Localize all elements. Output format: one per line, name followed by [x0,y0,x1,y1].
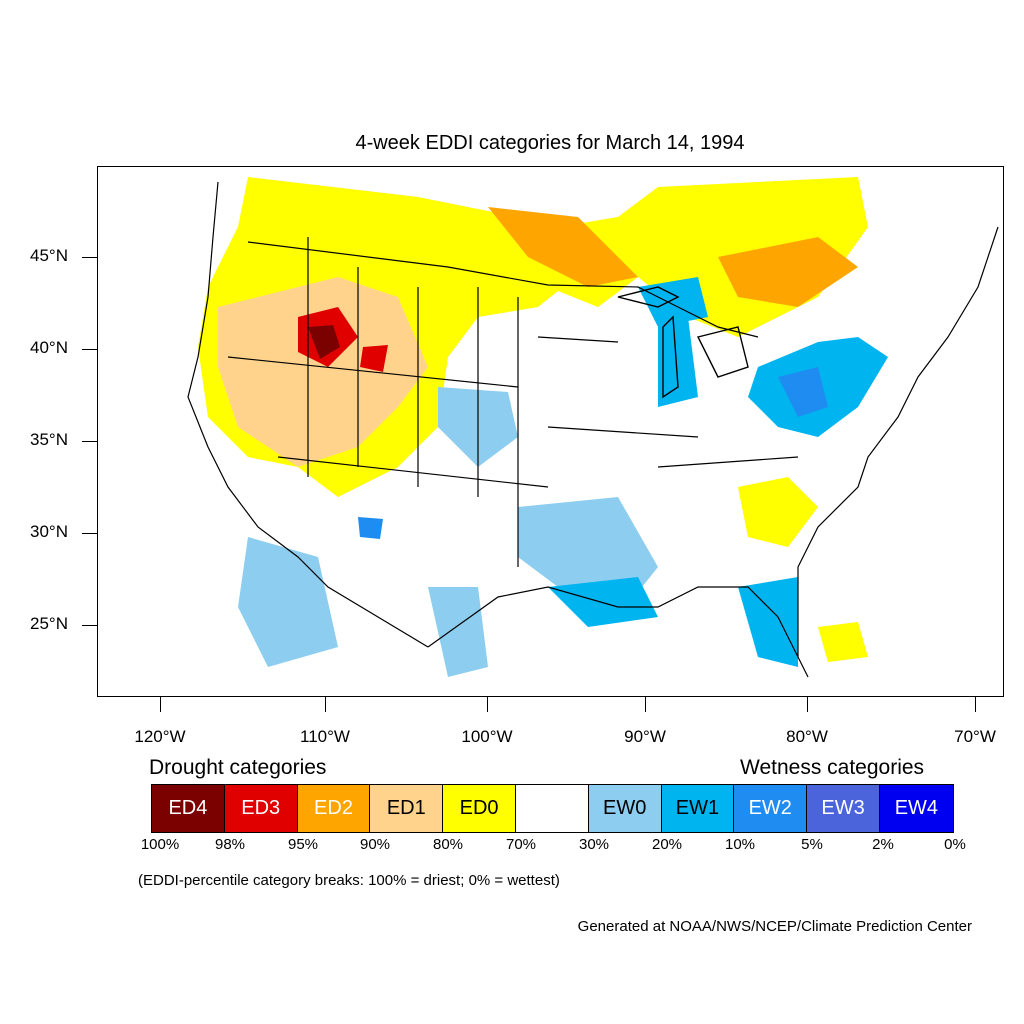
map-title: 4-week EDDI categories for March 14, 199… [355,132,745,154]
legend-cell-ed3: ED3 [224,785,298,832]
lon-label: 80°W [786,727,828,746]
legend-label: ED0 [459,797,499,819]
legend-label: EW4 [894,797,939,819]
lon-label: 120°W [134,727,186,746]
legend-label: EW1 [675,797,720,819]
legend-label: ED1 [386,797,426,819]
eddi-map [187,177,999,678]
lat-tick [82,441,97,442]
lat-tick [82,625,97,626]
lon-label: 70°W [954,727,996,746]
lon-tick [975,697,976,712]
break-label: 100% [140,836,180,853]
break-label: 80% [432,836,464,853]
lakes [617,286,749,399]
drought-regions [198,177,868,662]
lon-label: 100°W [461,727,513,746]
lat-tick [82,533,97,534]
boundaries [187,181,999,678]
lon-tick [160,697,161,712]
lon-label: 110°W [300,727,350,746]
legend-cell-ew3: EW3 [807,785,880,832]
lat-label: 40°N [30,338,68,357]
break-label: 0% [944,836,966,853]
break-label: 70% [505,836,537,853]
lat-tick [82,257,97,258]
legend-cell-ed1: ED1 [370,785,444,832]
legend-label: EW3 [821,797,865,819]
lat-label: 35°N [30,430,68,449]
category-legend: ED4 ED3 ED2 ED1 ED0 EW0 EW1 EW2 EW3 EW4 [151,784,954,833]
drought-heading: Drought categories [149,756,327,779]
map-frame [97,166,1004,697]
legend-label: ED2 [314,797,353,819]
lat-label: 45°N [30,246,68,265]
category-note: (EDDI-percentile category breaks: 100% =… [138,872,560,889]
legend-label: EW2 [748,797,792,819]
lon-tick [807,697,808,712]
lat-tick [82,349,97,350]
credit-line: Generated at NOAA/NWS/NCEP/Climate Predi… [577,918,972,935]
legend-cell-ed2: ED2 [297,785,371,832]
legend-cell-ew1: EW1 [661,785,735,832]
break-label: 20% [651,836,683,853]
break-label: 98% [214,836,246,853]
break-label: 90% [359,836,391,853]
break-label: 30% [578,836,610,853]
legend-cell-neutral [515,785,589,832]
legend-cell-ew2: EW2 [734,785,808,832]
lon-tick [325,697,326,712]
legend-cell-ed0: ED0 [443,785,516,832]
wetness-regions [238,277,888,677]
lat-label: 25°N [30,614,68,633]
wetness-heading: Wetness categories [740,756,925,779]
break-label: 10% [724,836,756,853]
break-label: 95% [287,836,319,853]
legend-label: ED4 [168,797,208,819]
break-label: 2% [872,836,894,853]
lon-tick [487,697,488,712]
break-label: 5% [801,836,823,853]
lon-label: 90°W [624,727,666,746]
legend-label: ED3 [241,797,281,819]
legend-label: EW0 [603,797,647,819]
lat-label: 30°N [30,522,68,541]
legend-cell-ew4: EW4 [879,785,953,832]
lon-tick [645,697,646,712]
legend-cell-ew0: EW0 [588,785,662,832]
legend-cell-ed4: ED4 [152,785,225,832]
